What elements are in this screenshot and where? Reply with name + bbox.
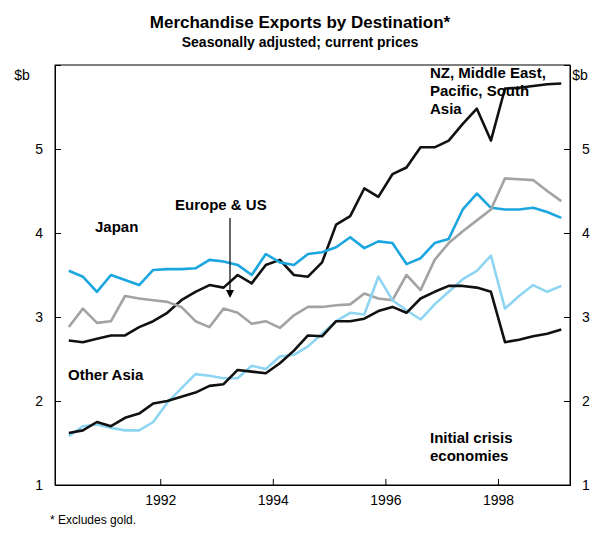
tick: 4 bbox=[564, 225, 590, 241]
axis-line bbox=[564, 66, 571, 486]
y2-axis: 1 2 3 4 5 bbox=[564, 66, 590, 493]
tick-mark bbox=[55, 149, 61, 150]
tick: 5 bbox=[35, 141, 61, 157]
plot-frame bbox=[55, 65, 570, 485]
x-axis: 1992 1994 1996 1998 bbox=[56, 479, 571, 508]
subtitle: Seasonally adjusted; current prices bbox=[182, 34, 419, 50]
tick: 1996 bbox=[370, 479, 401, 508]
tick-label: 2 bbox=[35, 393, 43, 409]
tick: 1 bbox=[35, 477, 61, 493]
tick-mark bbox=[498, 479, 499, 485]
tick-label: 1992 bbox=[145, 492, 176, 508]
tick-mark bbox=[564, 233, 570, 234]
y-axis-title: $b bbox=[14, 67, 30, 83]
tick-label: 2 bbox=[582, 393, 590, 409]
tick-mark bbox=[55, 233, 61, 234]
series-labels: NZ, Middle East,Pacific, SouthAsia Japan E… bbox=[68, 64, 546, 464]
series-line bbox=[69, 83, 561, 342]
lines bbox=[69, 83, 561, 436]
tick-mark bbox=[564, 401, 570, 402]
tick-label: 5 bbox=[35, 141, 43, 157]
footnote: * Excludes gold. bbox=[50, 513, 136, 527]
tick: 1998 bbox=[483, 479, 514, 508]
tick: 3 bbox=[564, 309, 590, 325]
tick-mark bbox=[385, 479, 386, 485]
tick: 1992 bbox=[145, 479, 176, 508]
tick-label: 4 bbox=[582, 225, 590, 241]
tick-label: 4 bbox=[35, 225, 43, 241]
tick-mark bbox=[564, 149, 570, 150]
tick-mark bbox=[273, 479, 274, 485]
label-arrowhead bbox=[226, 290, 234, 298]
series-label: Europe & US bbox=[175, 196, 267, 213]
title: Merchandise Exports by Destination* bbox=[150, 13, 451, 32]
tick: 3 bbox=[35, 309, 61, 325]
series-label: Initial crisiseconomies bbox=[430, 429, 513, 464]
label-arrow bbox=[229, 218, 230, 292]
tick-mark bbox=[55, 401, 61, 402]
series-label: NZ, Middle East,Pacific, SouthAsia bbox=[430, 64, 546, 117]
tick: 2 bbox=[35, 393, 61, 409]
tick-mark bbox=[564, 317, 570, 318]
series-line bbox=[69, 178, 561, 328]
axis-line bbox=[56, 66, 62, 486]
tick: 5 bbox=[564, 141, 590, 157]
series-line bbox=[69, 256, 561, 437]
tick-mark bbox=[55, 317, 61, 318]
tick-label: 1 bbox=[35, 477, 43, 493]
tick-label: 1996 bbox=[370, 492, 401, 508]
tick-label: 3 bbox=[582, 309, 590, 325]
tick-label: 5 bbox=[582, 141, 590, 157]
tick-label: 1994 bbox=[258, 492, 289, 508]
tick-label: 1 bbox=[582, 477, 590, 493]
tick: 1994 bbox=[258, 479, 289, 508]
series-label: Japan bbox=[95, 218, 138, 235]
axis-line bbox=[56, 479, 571, 486]
y2-axis-title: $b bbox=[572, 67, 588, 83]
y-axis: 1 2 3 4 5 bbox=[35, 66, 61, 493]
tick-label: 1998 bbox=[483, 492, 514, 508]
series-line bbox=[69, 286, 561, 433]
series-label: Other Asia bbox=[68, 366, 144, 383]
series-line bbox=[69, 194, 561, 292]
tick-label: 3 bbox=[35, 309, 43, 325]
tick-mark bbox=[160, 479, 161, 485]
tick: 4 bbox=[35, 225, 61, 241]
tick: 2 bbox=[564, 393, 590, 409]
tick: 1 bbox=[564, 477, 590, 493]
chart: Merchandise Exports by Destination* Seaso… bbox=[0, 0, 600, 535]
